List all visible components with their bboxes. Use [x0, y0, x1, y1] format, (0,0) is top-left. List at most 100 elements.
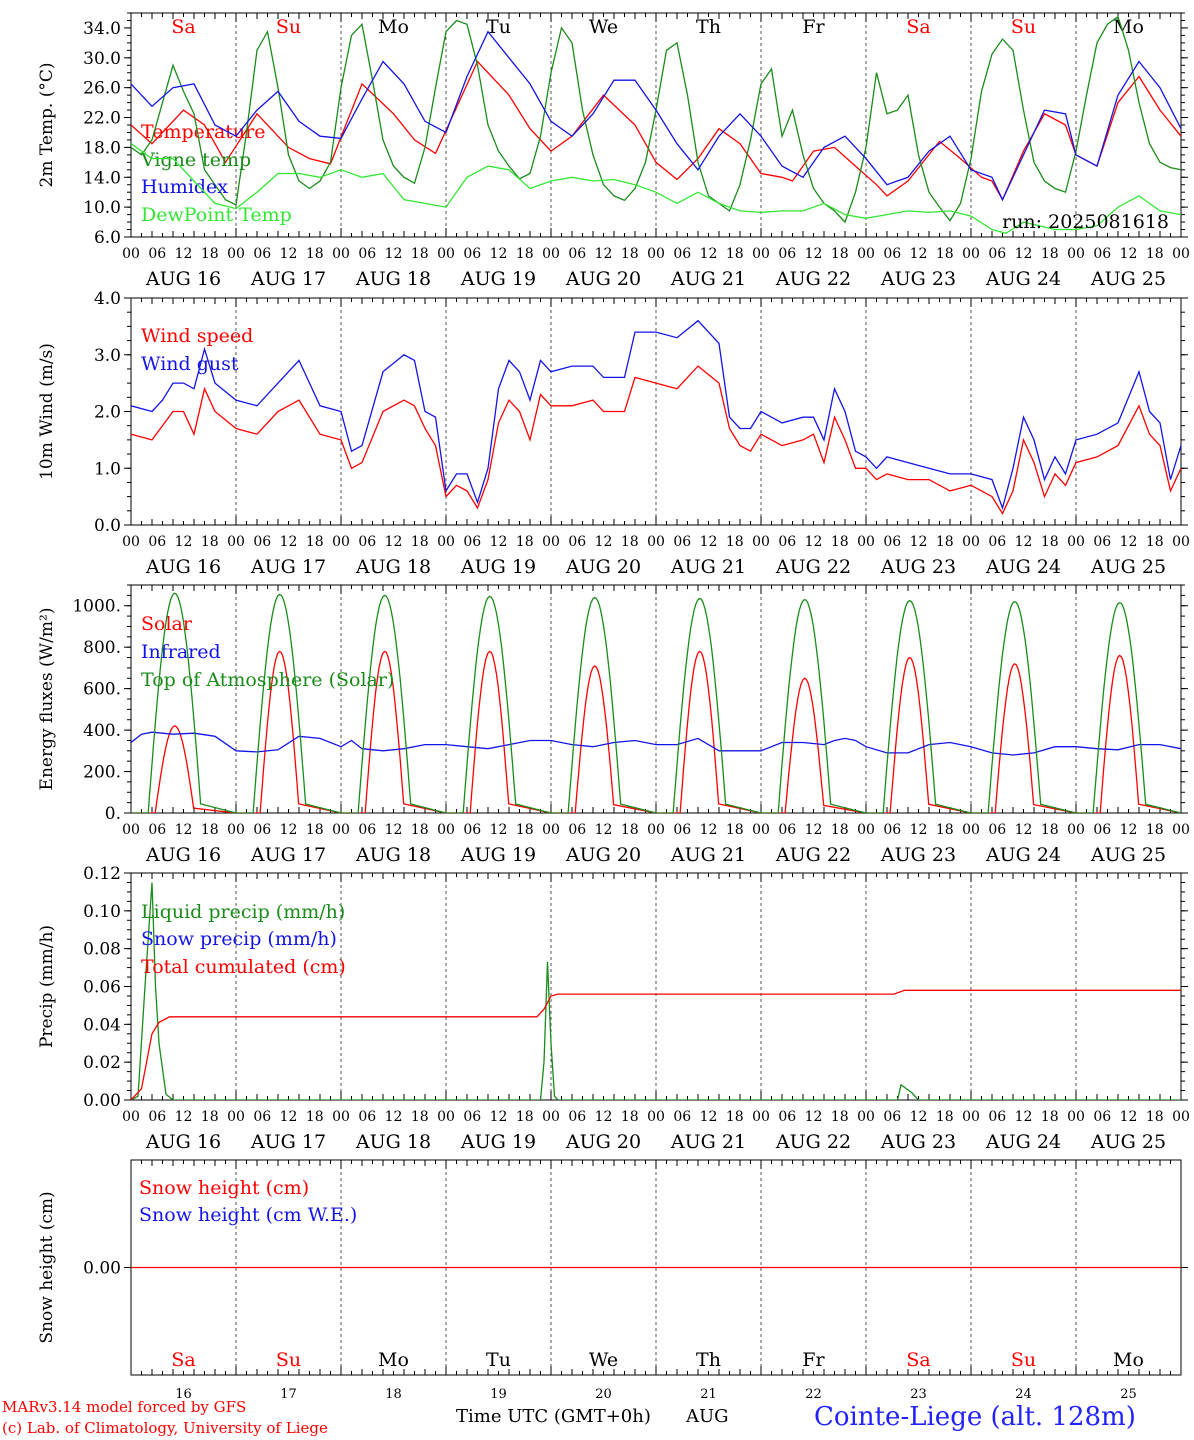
x-date-label: AUG 16 — [145, 556, 221, 578]
x-hour-label: 06 — [778, 822, 796, 838]
x-hour-label: 06 — [358, 1109, 376, 1125]
x-date-label: AUG 19 — [460, 1131, 536, 1153]
x-hour-label: 00 — [227, 246, 245, 262]
x-hour-label: 12 — [175, 1109, 193, 1125]
y-tick-label: 26.0 — [83, 79, 121, 99]
y-tick-label: 0.12 — [83, 864, 121, 884]
x-hour-label: 12 — [805, 534, 823, 550]
x-date-label: AUG 25 — [1090, 268, 1166, 290]
x-hour-label: 18 — [831, 246, 849, 262]
x-date-label: AUG 22 — [775, 268, 851, 290]
panel-temperature: 6.0 10.0 14.0 18.0 22.0 26.0 30.0 34.0 2m Temp. … — [37, 12, 1190, 290]
y-tick-label: 0.00 — [83, 1091, 121, 1111]
x-hour-label: 12 — [385, 1109, 403, 1125]
x-hour-label: 12 — [385, 534, 403, 550]
x-date-label: AUG 24 — [985, 268, 1061, 290]
x-hour-label: 06 — [568, 1109, 586, 1125]
x-hour-label: 00 — [437, 246, 455, 262]
x-hour-label: 00 — [542, 534, 560, 550]
x-hour-label: 12 — [280, 534, 298, 550]
series-total-cumulated-cm- — [131, 989, 1181, 1100]
x-hour-label: 00 — [752, 246, 770, 262]
x-hour-label: 18 — [621, 1109, 639, 1125]
x-day-number: 23 — [910, 1387, 927, 1402]
x-date-label: AUG 23 — [880, 556, 956, 578]
x-hour-label: 00 — [1067, 1109, 1085, 1125]
x-hour-label: 00 — [542, 1109, 560, 1125]
x-date-label: AUG 20 — [565, 556, 641, 578]
x-hour-label: 06 — [988, 246, 1006, 262]
x-hour-label: 18 — [516, 822, 534, 838]
panel-wind: 0.0 1.0 2.0 3.0 4.0 10m Wind (m/s) 00 06 12 18 AUG… — [37, 289, 1190, 578]
x-hour-label: 06 — [148, 246, 166, 262]
x-hour-label: 06 — [778, 534, 796, 550]
y-axis-label: 2m Temp. (°C) — [37, 62, 57, 187]
x-hour-label: 18 — [831, 534, 849, 550]
weekday-label: Th — [696, 1349, 721, 1371]
panel-precip: 0.00 0.02 0.04 0.06 0.08 0.10 0.12 Precip (mm/h… — [37, 864, 1190, 1153]
legend-entry: Snow precip (mm/h) — [141, 928, 337, 950]
y-tick-label: 0.00 — [83, 1259, 121, 1279]
x-hour-label: 06 — [1093, 822, 1111, 838]
panel-snow: 0.00 Snow height (cm) Sa Su Mo Tu We Th Fr Sa Su Mo… — [37, 1159, 1188, 1402]
legend-entry: Liquid precip (mm/h) — [141, 901, 345, 923]
x-hour-label: 06 — [148, 534, 166, 550]
x-axis-month: AUG — [686, 1406, 729, 1427]
x-hour-label: 12 — [1120, 1109, 1138, 1125]
x-date-label: AUG 21 — [670, 268, 746, 290]
x-hour-label: 12 — [490, 246, 508, 262]
x-hour-label: 18 — [1041, 822, 1059, 838]
legend-entry: Wind speed — [141, 325, 253, 347]
weekday-label: We — [589, 16, 618, 38]
x-day-number: 19 — [490, 1387, 507, 1402]
x-hour-label: 12 — [910, 246, 928, 262]
run-annotation: run: 2025081618 — [1002, 211, 1169, 233]
x-hour-label: 06 — [568, 246, 586, 262]
x-hour-label: 12 — [1120, 822, 1138, 838]
x-day-number: 24 — [1015, 1387, 1032, 1402]
x-hour-label: 06 — [463, 534, 481, 550]
x-date-label: AUG 17 — [250, 844, 326, 866]
x-hour-label: 00 — [542, 246, 560, 262]
x-day-number: 18 — [385, 1387, 402, 1402]
x-hour-label: 18 — [411, 1109, 429, 1125]
x-date-label: AUG 19 — [460, 556, 536, 578]
y-tick-label: 0.10 — [83, 902, 121, 922]
x-hour-label: 12 — [1120, 534, 1138, 550]
x-hour-label: 00 — [437, 534, 455, 550]
x-date-label: AUG 21 — [670, 556, 746, 578]
x-hour-label: 00 — [332, 822, 350, 838]
x-hour-label: 12 — [700, 534, 718, 550]
x-hour-label: 00 — [332, 246, 350, 262]
x-hour-label: 12 — [1015, 822, 1033, 838]
y-tick-label: 1000. — [72, 597, 121, 617]
weekday-label: Fr — [802, 1349, 825, 1371]
x-hour-label: 00 — [962, 1109, 980, 1125]
x-date-label: AUG 23 — [880, 1131, 956, 1153]
x-hour-label: 00 — [1172, 246, 1190, 262]
x-hour-label: 12 — [595, 1109, 613, 1125]
weekday-label: Sa — [906, 16, 930, 38]
x-hour-label: 06 — [883, 822, 901, 838]
x-hour-label: 12 — [1015, 246, 1033, 262]
x-date-label: AUG 25 — [1090, 1131, 1166, 1153]
x-hour-label: 00 — [857, 246, 875, 262]
x-date-label: AUG 24 — [985, 844, 1061, 866]
x-hour-label: 00 — [1067, 246, 1085, 262]
x-hour-label: 00 — [122, 246, 140, 262]
x-hour-label: 18 — [1146, 534, 1164, 550]
series-infrared — [131, 731, 1181, 756]
series-vigne-temp — [131, 15, 1181, 224]
x-date-label: AUG 17 — [250, 268, 326, 290]
x-hour-label: 12 — [490, 1109, 508, 1125]
x-hour-label: 18 — [726, 1109, 744, 1125]
x-day-number: 17 — [280, 1387, 297, 1402]
x-hour-label: 18 — [936, 534, 954, 550]
x-hour-label: 06 — [1093, 534, 1111, 550]
y-tick-label: 14.0 — [83, 168, 121, 188]
x-hour-label: 18 — [831, 822, 849, 838]
x-hour-label: 00 — [1067, 822, 1085, 838]
x-hour-label: 18 — [726, 246, 744, 262]
y-tick-label: 22.0 — [83, 109, 121, 129]
x-hour-label: 18 — [306, 1109, 324, 1125]
